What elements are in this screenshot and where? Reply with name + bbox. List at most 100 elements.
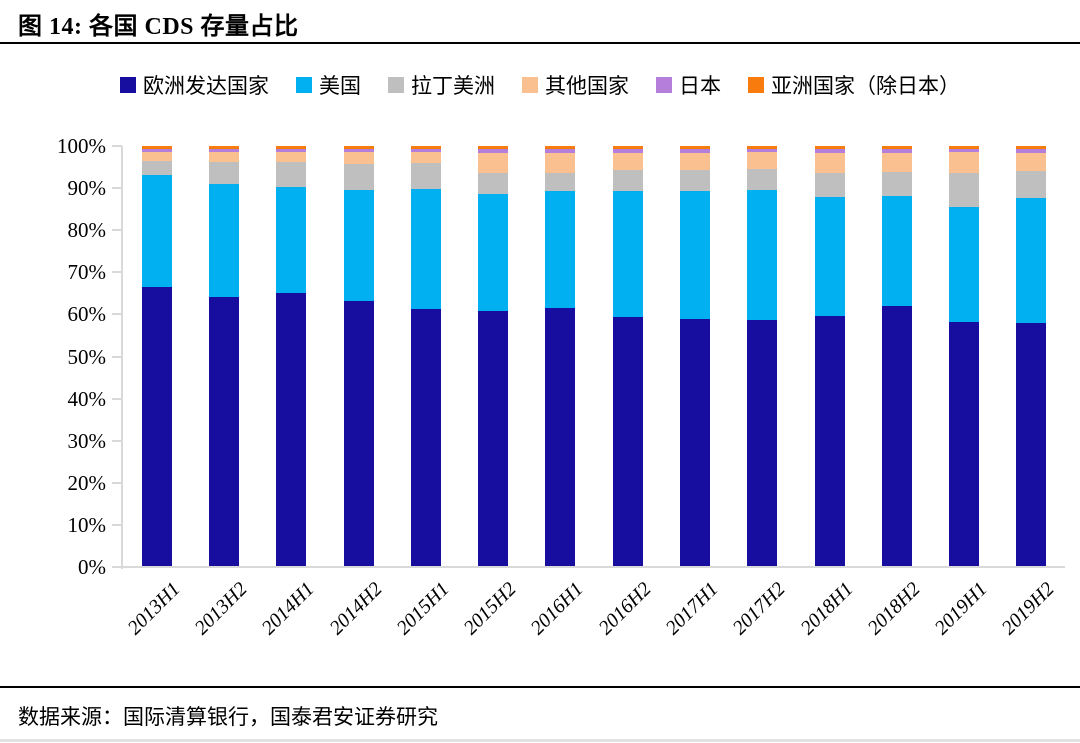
page-title: 图 14: 各国 CDS 存量占比	[18, 14, 299, 40]
x-axis-tick-label: 2014H1	[257, 578, 319, 640]
y-axis-tick	[112, 145, 122, 147]
bar-segment-japan	[141, 149, 172, 153]
y-axis-tick-label: 80%	[67, 218, 107, 243]
bar-segment-asia-ex-japan	[747, 146, 778, 150]
bar-segment-japan	[545, 149, 576, 153]
legend-swatch-other-countries	[522, 77, 538, 93]
y-axis-tick-label: 90%	[67, 176, 107, 201]
bar-segment-europe-developed	[276, 293, 307, 567]
legend-item-asia-ex-japan: 亚洲国家（除日本）	[748, 70, 960, 100]
bar-2017H1	[679, 146, 710, 567]
bar-segment-europe-developed	[208, 296, 239, 567]
x-axis-tick-label: 2016H2	[594, 578, 656, 640]
legend-item-us: 美国	[296, 70, 361, 100]
legend-label: 日本	[679, 74, 721, 98]
y-axis-tick	[112, 355, 122, 358]
bar-segment-japan	[679, 149, 710, 153]
bar-2015H2	[478, 146, 509, 567]
bar-segment-europe-developed	[343, 300, 374, 567]
bar-segment-asia-ex-japan	[881, 146, 912, 150]
bar-segment-asia-ex-japan	[1016, 146, 1047, 150]
bar-segment-japan	[276, 149, 307, 153]
bar-2013H2	[208, 146, 239, 567]
bar-segment-europe-developed	[679, 319, 710, 567]
x-axis-tick-label: 2014H2	[324, 578, 387, 640]
bar-2016H2	[612, 146, 643, 567]
bar-segment-europe-developed	[881, 305, 912, 567]
bar-segment-japan	[747, 149, 778, 153]
y-axis-tick-label: 60%	[67, 302, 107, 327]
bar-segment-other-countries	[276, 152, 307, 163]
bar-segment-japan	[410, 149, 441, 153]
bar-segment-japan	[814, 149, 845, 153]
chart-legend: 欧洲发达国家 美国 拉丁美洲 其他国家 日本 亚洲国家（除日本）	[0, 70, 1080, 100]
bar-segment-us	[612, 191, 643, 317]
legend-item-other-countries: 其他国家	[522, 70, 629, 100]
y-axis-tick-label: 20%	[67, 470, 107, 495]
bar-segment-other-countries	[478, 152, 509, 173]
bar-segment-latin-america	[814, 172, 845, 197]
data-source: 数据来源：国际清算银行，国泰君安证券研究	[18, 705, 438, 729]
y-axis-tick-label: 50%	[67, 344, 107, 369]
bar-segment-asia-ex-japan	[141, 146, 172, 150]
legend-label: 美国	[319, 74, 361, 98]
x-axis-line	[112, 566, 1065, 568]
bar-segment-other-countries	[1016, 152, 1047, 172]
bar-segment-asia-ex-japan	[949, 146, 980, 150]
y-axis-tick-label: 10%	[67, 512, 107, 537]
bar-segment-europe-developed	[478, 311, 509, 567]
legend-label: 欧洲发达国家	[143, 74, 269, 98]
bar-segment-us	[1016, 198, 1047, 323]
bar-segment-us	[814, 196, 845, 317]
bar-segment-latin-america	[343, 164, 374, 191]
x-axis-tick-label: 2015H1	[392, 578, 454, 640]
x-axis-tick-label: 2019H2	[997, 578, 1059, 640]
bar-segment-latin-america	[545, 172, 576, 191]
bar-segment-asia-ex-japan	[612, 146, 643, 150]
bar-segment-other-countries	[343, 152, 374, 165]
bar-segment-other-countries	[141, 152, 172, 161]
bar-segment-asia-ex-japan	[208, 146, 239, 150]
bar-2016H1	[545, 146, 576, 567]
bar-2014H1	[276, 146, 307, 567]
bar-segment-latin-america	[679, 169, 710, 191]
y-axis-tick	[112, 523, 122, 526]
footer-divider	[0, 686, 1080, 688]
bar-segment-us	[747, 189, 778, 320]
bar-segment-latin-america	[478, 172, 509, 195]
bar-segment-other-countries	[612, 152, 643, 170]
bar-segment-japan	[208, 149, 239, 153]
x-axis-tick-label: 2013H2	[190, 578, 252, 640]
bar-segment-japan	[612, 149, 643, 153]
bar-segment-latin-america	[410, 163, 441, 189]
bar-2019H1	[949, 146, 980, 567]
bar-segment-other-countries	[410, 152, 441, 164]
bar-2018H1	[814, 146, 845, 567]
y-axis-tick	[112, 313, 122, 316]
bar-segment-latin-america	[612, 169, 643, 192]
y-axis-tick	[112, 187, 122, 190]
bar-segment-latin-america	[141, 160, 172, 176]
bar-2015H1	[410, 146, 441, 567]
chart-plot-area	[123, 146, 1065, 567]
y-axis-tick-label: 30%	[67, 428, 107, 453]
x-axis-tick-label: 2015H2	[459, 578, 521, 640]
bar-2014H2	[343, 146, 374, 567]
legend-swatch-us	[296, 77, 312, 93]
y-axis-tick-label: 100%	[57, 134, 106, 158]
y-axis-line	[121, 146, 123, 569]
bar-segment-europe-developed	[949, 321, 980, 567]
bar-segment-us	[949, 206, 980, 322]
y-axis-tick-label: 70%	[67, 260, 107, 285]
bar-segment-japan	[1016, 149, 1047, 153]
bar-segment-other-countries	[208, 152, 239, 163]
bar-segment-other-countries	[814, 152, 845, 173]
bar-segment-asia-ex-japan	[478, 146, 509, 150]
bar-segment-us	[410, 188, 441, 310]
x-axis-tick-label: 2019H1	[930, 578, 992, 640]
bar-segment-us	[343, 190, 374, 301]
legend-swatch-asia-ex-japan	[748, 77, 764, 93]
bar-segment-other-countries	[949, 152, 980, 173]
bar-segment-other-countries	[545, 152, 576, 173]
